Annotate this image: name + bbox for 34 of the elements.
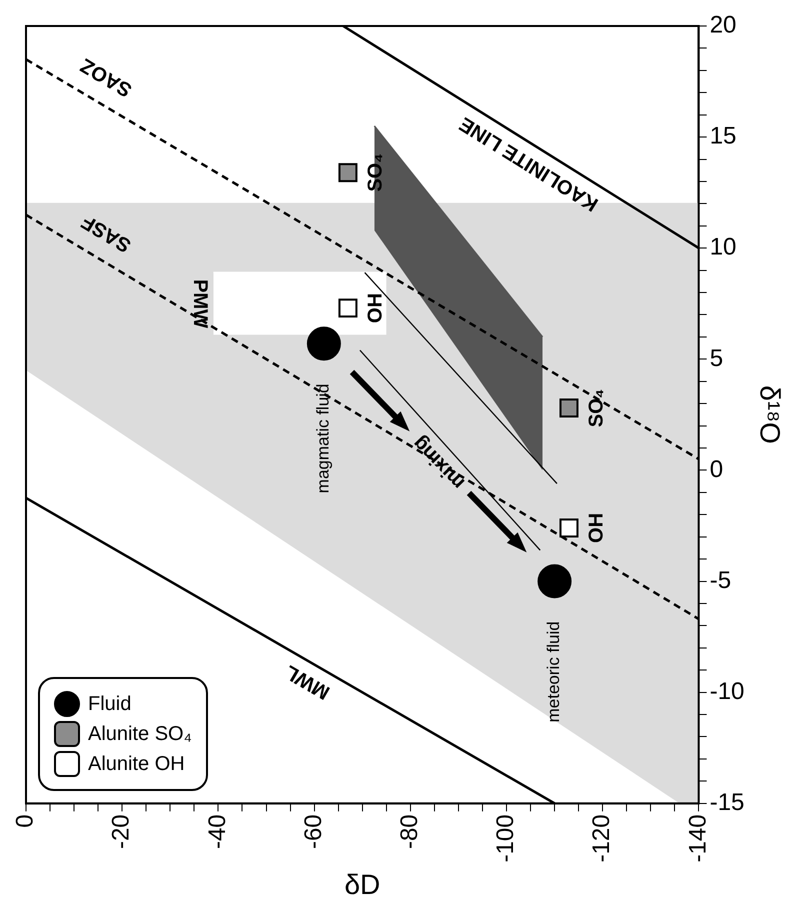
text: SASF — [78, 210, 135, 256]
legend-label: Alunite OH — [88, 752, 185, 776]
x-tick-label: -120 — [588, 814, 616, 862]
point — [338, 163, 358, 182]
x-tick-label: -140 — [684, 814, 712, 862]
y-tick-label: 5 — [710, 344, 724, 372]
point — [559, 518, 578, 538]
y-tick-label: -15 — [710, 788, 744, 816]
annotation: SO₄ — [364, 153, 386, 192]
annotation: OH — [364, 293, 386, 324]
annotation: meteoric fluid — [544, 621, 564, 722]
legend-label: Alunite SO₄ — [88, 722, 192, 746]
y-tick-label: -10 — [710, 678, 744, 705]
text: PMW — [188, 279, 211, 328]
point — [538, 564, 572, 598]
x-tick-label: -20 — [108, 814, 135, 850]
annotation: OH — [585, 512, 608, 543]
y-tick-label: 10 — [710, 234, 736, 261]
point — [559, 398, 578, 418]
annotation: magmatic fluid — [314, 384, 333, 494]
x-tick-label: -40 — [204, 814, 231, 850]
legend-label: Fluid — [88, 692, 132, 716]
x-tick-label: 0 — [12, 814, 39, 828]
x-tick-label: -100 — [492, 814, 520, 862]
y-tick-label: -5 — [710, 566, 732, 594]
x-tick-label: -80 — [396, 814, 424, 850]
point — [306, 326, 341, 361]
x-axis-title: δD — [344, 868, 380, 900]
x-tick-label: -60 — [300, 814, 327, 850]
y-axis-title: δ¹⁸O — [754, 385, 785, 444]
y-tick-label: 0 — [710, 456, 724, 483]
y-tick-label: 20 — [710, 12, 736, 39]
annotation: SO₄ — [585, 388, 608, 428]
y-tick-label: 15 — [710, 122, 736, 150]
